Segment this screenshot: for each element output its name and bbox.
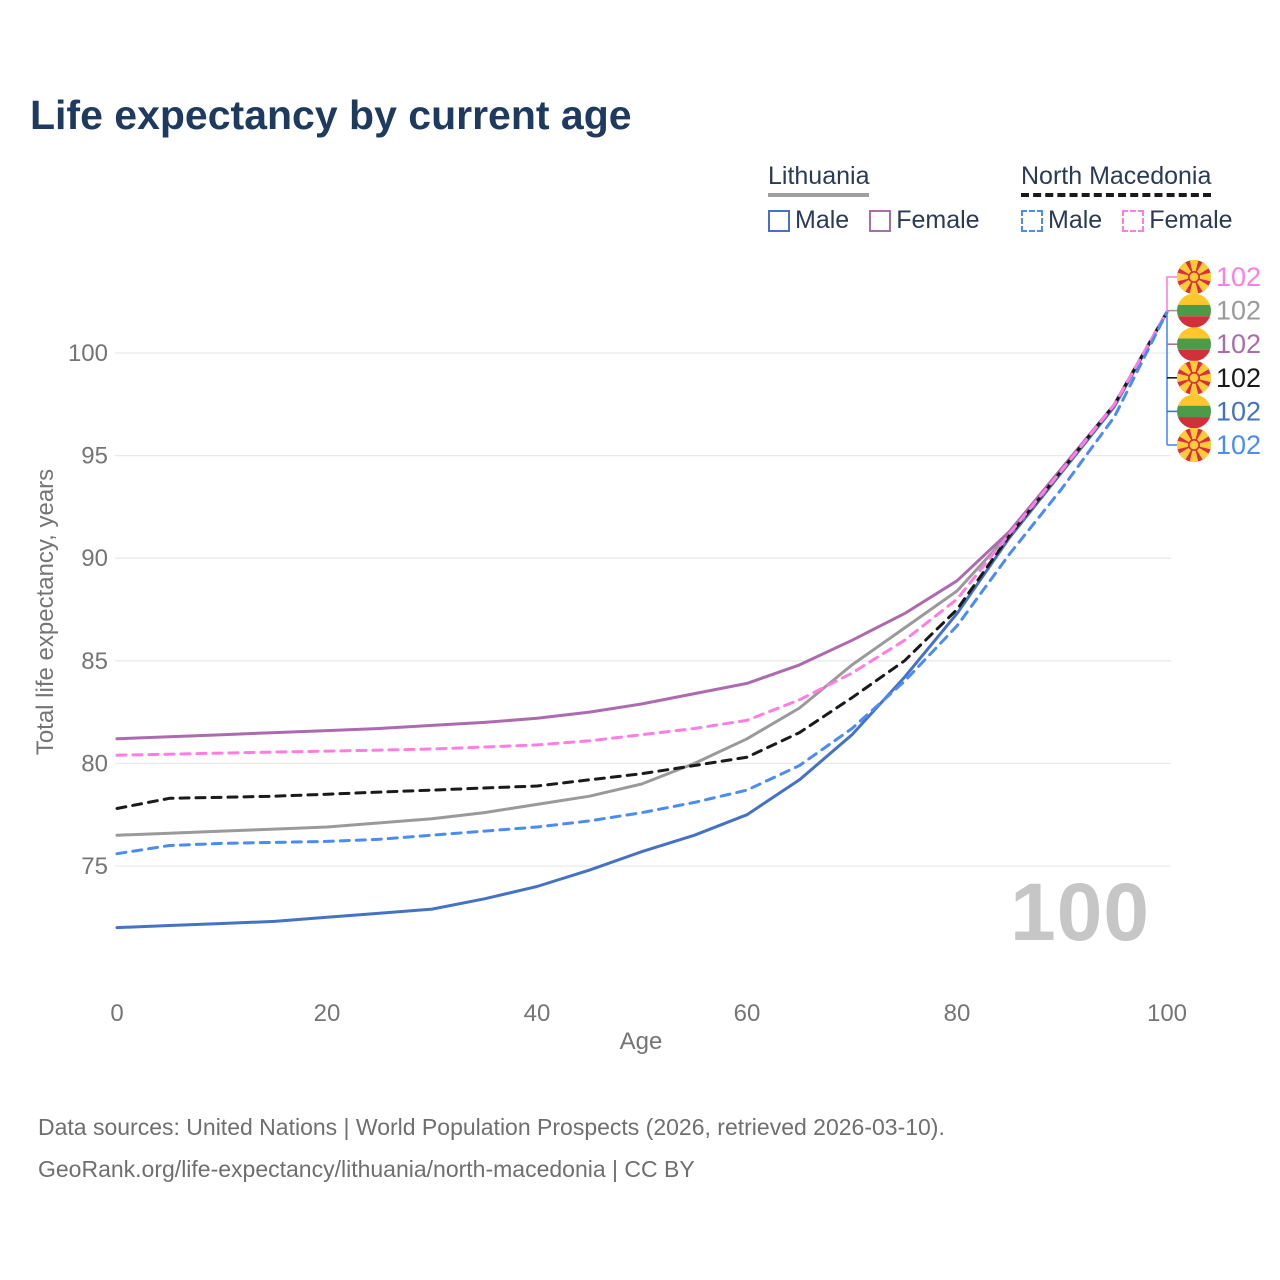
x-tick-label: 60 (734, 1000, 761, 1027)
x-tick-label: 100 (1147, 1000, 1187, 1027)
x-tick-label: 20 (314, 1000, 341, 1027)
data-sources-text: Data sources: United Nations | World Pop… (38, 1114, 945, 1140)
series-line-lithuania-male[interactable] (115, 310, 1169, 930)
end-value-label-north-macedonia-total: 102 (1216, 363, 1261, 393)
series-line-north-macedonia-female[interactable] (115, 310, 1169, 757)
x-tick-label: 80 (944, 1000, 971, 1027)
legend-label-lithuania-male[interactable]: Male (795, 206, 850, 234)
attribution-link-text[interactable]: GeoRank.org/life-expectancy/lithuania/no… (38, 1156, 695, 1182)
lithuania-flag-icon (1177, 394, 1211, 429)
legend-swatch-north-macedonia-female[interactable] (1122, 209, 1145, 232)
legend-label-north-macedonia-male[interactable]: Male (1048, 206, 1103, 234)
end-value-label-north-macedonia-female: 102 (1216, 262, 1261, 292)
legend-label-lithuania-female[interactable]: Female (896, 206, 980, 234)
end-value-label-lithuania-male: 102 (1216, 396, 1261, 426)
y-tick-label: 80 (81, 750, 108, 777)
legend-swatch-lithuania-female[interactable] (869, 209, 892, 232)
legend-group-north-macedonia: North Macedonia Male Female (1021, 162, 1253, 235)
end-value-label-north-macedonia-male: 102 (1216, 430, 1261, 460)
x-tick-label: 0 (110, 1000, 123, 1027)
lithuania-flag-icon (1177, 293, 1211, 328)
footer: Data sources: United Nations | World Pop… (38, 1106, 945, 1190)
legend-swatch-north-macedonia-male[interactable] (1021, 209, 1043, 232)
chart-title: Life expectancy by current age (30, 92, 632, 138)
legend-group-lithuania: Lithuania Male Female (768, 162, 1000, 235)
end-value-label-lithuania-total: 102 (1216, 296, 1261, 326)
y-tick-label: 85 (81, 648, 108, 675)
x-axis-title: Age (619, 1028, 663, 1055)
series-line-lithuania-total[interactable] (115, 310, 1169, 837)
y-tick-label: 75 (81, 853, 108, 880)
north-macedonia-flag-icon (1177, 260, 1211, 294)
series-line-north-macedonia-male[interactable] (115, 310, 1169, 856)
series-line-north-macedonia-total[interactable] (115, 310, 1169, 810)
series-line-lithuania-female[interactable] (115, 310, 1169, 741)
lithuania-line-style-sample (768, 193, 870, 197)
y-tick-label: 100 (68, 340, 108, 367)
x-tick-label: 40 (524, 1000, 551, 1027)
legend-swatch-lithuania-male[interactable] (768, 209, 790, 232)
lithuania-flag-icon (1177, 327, 1211, 362)
north-macedonia-line-style-sample (1021, 193, 1212, 197)
y-tick-label: 90 (81, 545, 108, 572)
end-value-label-lithuania-female: 102 (1216, 329, 1261, 359)
north-macedonia-flag-icon (1177, 428, 1211, 462)
legend-group-title-lithuania: Lithuania (768, 162, 870, 190)
legend-label-north-macedonia-female[interactable]: Female (1149, 206, 1233, 234)
north-macedonia-flag-icon (1177, 360, 1211, 395)
current-age-indicator: 100 (1010, 867, 1150, 958)
leader-line (1166, 276, 1177, 312)
legend-group-title-north-macedonia: North Macedonia (1021, 162, 1212, 190)
y-tick-label: 95 (81, 443, 108, 470)
